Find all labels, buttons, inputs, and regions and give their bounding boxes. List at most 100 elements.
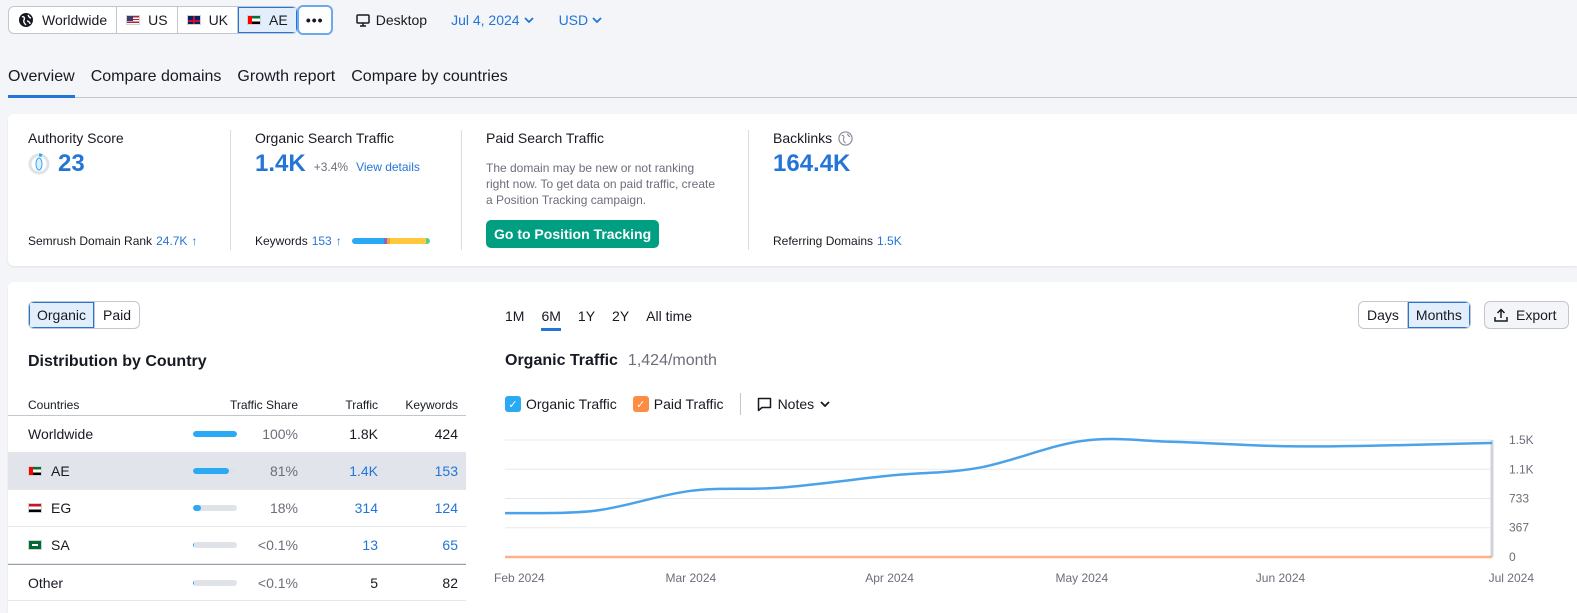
paid-toggle-button[interactable]: Paid: [103, 307, 132, 323]
export-button[interactable]: Export: [1484, 301, 1569, 329]
header-traffic-share[interactable]: Traffic Share: [229, 398, 298, 412]
table-row[interactable]: Worldwide 100% 1.8K 424: [8, 416, 466, 453]
chart-subtitle: 1,424/month: [627, 352, 717, 369]
keywords-value[interactable]: 153: [311, 234, 332, 248]
traffic-value[interactable]: 1.4K: [349, 463, 378, 479]
legend-label: Paid Traffic: [653, 396, 724, 412]
referring-domains: Referring Domains 1.5K: [773, 234, 902, 248]
paid-traffic-widget: Paid Search Traffic The domain may be ne…: [486, 130, 736, 250]
notes-dropdown[interactable]: Notes: [757, 396, 831, 412]
keywords-value[interactable]: 124: [434, 500, 458, 516]
database-uk-button[interactable]: UK: [178, 7, 239, 33]
more-databases-button[interactable]: •••: [296, 5, 333, 35]
period-all-time[interactable]: All time: [646, 308, 693, 324]
country-name: EG: [51, 500, 72, 516]
chart-title-text: Organic Traffic: [505, 352, 618, 369]
date-dropdown[interactable]: Jul 4, 2024: [451, 12, 534, 28]
traffic-share-fill: [193, 579, 194, 586]
legend-organic-traffic[interactable]: ✓ Organic Traffic: [505, 396, 617, 412]
keywords-value[interactable]: 153: [434, 463, 458, 479]
database-label: US: [148, 12, 168, 28]
x-tick-label: Apr 2024: [865, 571, 914, 585]
flag-uk-icon: [186, 15, 201, 25]
comment-icon: [757, 397, 771, 411]
database-us-button[interactable]: US: [117, 7, 178, 33]
organic-traffic-title: Organic Search Traffic: [255, 130, 395, 146]
header-keywords[interactable]: Keywords: [405, 398, 458, 412]
summary-card: Authority Score 23 Semrush Domain Rank 2…: [8, 114, 1577, 266]
backlinks-widget: Backlinks 164.4K Referring Domains 1.5K: [773, 130, 973, 250]
database-ae-button[interactable]: AE: [238, 7, 297, 33]
currency-label: USD: [558, 12, 589, 28]
country-name: SA: [51, 537, 70, 553]
traffic-share-value: 81%: [269, 463, 298, 479]
authority-score-value[interactable]: 23: [58, 150, 85, 177]
tab-compare-domains[interactable]: Compare domains: [90, 68, 222, 85]
divider: [739, 393, 741, 415]
table-row[interactable]: Other <0.1% 5 82: [8, 564, 466, 601]
country-cell: SA: [28, 537, 70, 553]
database-group: Worldwide US UK AE: [8, 6, 298, 34]
organic-traffic-value[interactable]: 1.4K: [255, 150, 306, 177]
flag-us-icon: [126, 15, 141, 25]
divider: [748, 130, 749, 250]
position-tracking-button[interactable]: Go to Position Tracking: [486, 220, 660, 248]
y-tick-label: 0: [1509, 550, 1516, 564]
device-selector[interactable]: Desktop: [355, 12, 427, 28]
database-worldwide-button[interactable]: Worldwide: [9, 7, 118, 33]
table-header: Countries Traffic Share Traffic Keywords: [8, 390, 466, 416]
notes-label: Notes: [777, 396, 815, 412]
view-details-link[interactable]: View details: [356, 160, 420, 174]
traffic-value[interactable]: 13: [362, 537, 378, 553]
backlinks-title-row: Backlinks: [773, 130, 973, 146]
table-row[interactable]: AE 81% 1.4K 153: [8, 453, 466, 490]
granularity-toggle: Days Months: [1358, 301, 1471, 329]
tab-growth-report[interactable]: Growth report: [237, 68, 336, 85]
traffic-share-fill: [193, 505, 201, 511]
tab-overview[interactable]: Overview: [8, 64, 75, 98]
keywords-value[interactable]: 65: [442, 537, 458, 553]
legend-paid-traffic[interactable]: ✓ Paid Traffic: [632, 396, 724, 412]
traffic-share-value: 18%: [269, 500, 298, 516]
traffic-share-bar: [193, 505, 237, 511]
flag-ae-icon: [247, 15, 262, 25]
period-1y[interactable]: 1Y: [577, 308, 596, 324]
paid-traffic-title: Paid Search Traffic: [486, 130, 605, 146]
header-traffic[interactable]: Traffic: [345, 398, 378, 412]
backlinks-value[interactable]: 164.4K: [773, 150, 851, 177]
checkbox-checked-icon: ✓: [632, 396, 649, 412]
y-tick-label: 367: [1509, 521, 1529, 535]
x-tick-label: Mar 2024: [666, 571, 717, 585]
chart-title: Organic Traffic 1,424/month: [505, 352, 717, 370]
days-button[interactable]: Days: [1359, 302, 1408, 328]
period-2y[interactable]: 2Y: [612, 308, 630, 324]
header-countries[interactable]: Countries: [28, 398, 80, 412]
months-button[interactable]: Months: [1407, 302, 1470, 328]
table-row[interactable]: SA <0.1% 13 65: [8, 527, 466, 564]
referring-domains-value[interactable]: 1.5K: [877, 234, 902, 248]
divider: [230, 130, 231, 250]
traffic-value[interactable]: 314: [354, 500, 378, 516]
keyword-intent-bar[interactable]: [351, 238, 430, 244]
globe-icon[interactable]: [838, 130, 853, 146]
legend-label: Organic Traffic: [526, 396, 617, 412]
tab-compare-by-countries[interactable]: Compare by countries: [351, 68, 508, 85]
database-label: UK: [208, 12, 229, 28]
traffic-share-value: <0.1%: [257, 537, 298, 553]
period-6m[interactable]: 6M: [541, 306, 561, 331]
table-row[interactable]: EG 18% 314 124: [8, 490, 466, 527]
organic-paid-toggle: Organic Paid: [28, 301, 141, 329]
country-distribution-table: Countries Traffic Share Traffic Keywords…: [8, 390, 466, 601]
globe-icon: [19, 13, 33, 27]
kw-bar-segment: [351, 238, 384, 244]
domain-rank-value[interactable]: 24.7K: [156, 234, 188, 248]
organic-toggle-button[interactable]: Organic: [29, 302, 96, 328]
period-1m[interactable]: 1M: [505, 308, 525, 324]
paid-traffic-note: The domain may be new or not ranking rig…: [486, 161, 716, 207]
organic-traffic-chart[interactable]: 0 367 733 1.1K 1.5K Feb 2024 Mar 2024 Apr 2024 M…: [8, 282, 1577, 613]
keywords-label: Keywords: [255, 234, 308, 248]
chevron-down-icon: [523, 17, 534, 23]
chevron-down-icon: [592, 17, 602, 23]
currency-dropdown[interactable]: USD: [559, 12, 603, 28]
series-line-organic-traffic: [504, 437, 1493, 515]
